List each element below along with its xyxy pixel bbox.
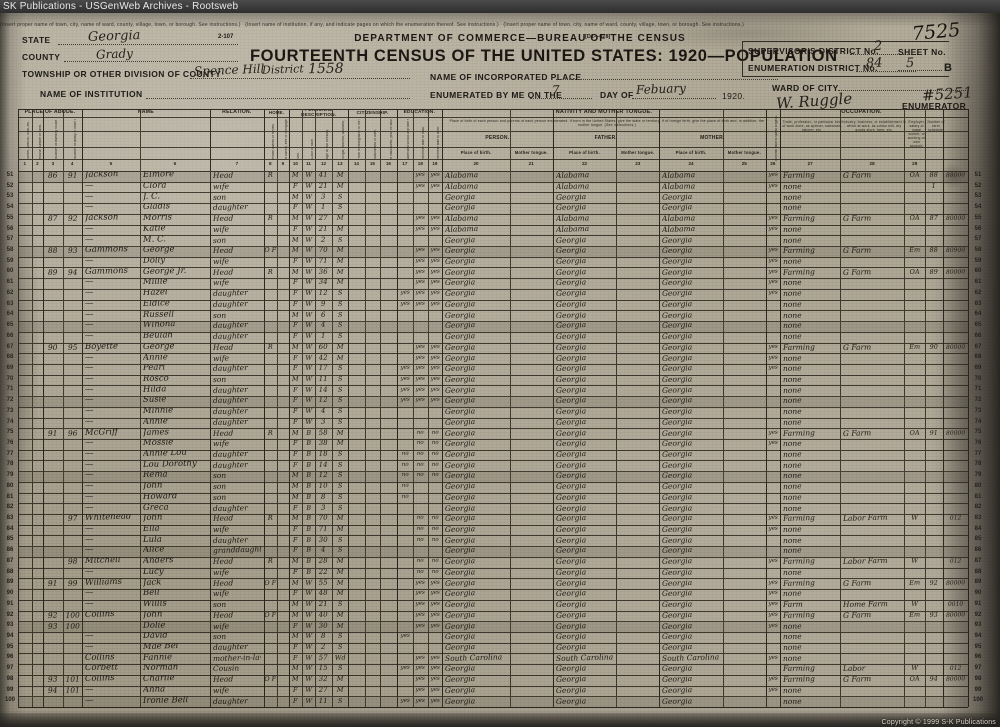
line-number: 94 (974, 632, 982, 639)
line-number: 64 (974, 311, 982, 318)
line-number: 62 (974, 289, 982, 296)
line-number: 66 (974, 332, 982, 339)
line-number: 57 (974, 236, 982, 243)
line-number: 85 (974, 536, 982, 543)
line-number: 99 (974, 686, 982, 693)
line-number: 52 (974, 182, 982, 189)
line-number-gutter-right: 51 52 53 54 55 56 57 58 59 60 61 62 63 64 65 66 67 68 69 70… (0, 13, 1000, 727)
line-number: 53 (974, 193, 982, 200)
line-number: 92 (974, 611, 982, 618)
line-number: 74 (974, 418, 982, 425)
line-number: 51 (974, 172, 982, 178)
window-title-bar: SK Publications - USGenWeb Archives - Ro… (0, 0, 1000, 13)
line-number: 71 (974, 386, 982, 393)
line-number: 81 (974, 493, 982, 500)
line-number: 79 (974, 472, 982, 479)
line-number: 78 (974, 461, 982, 468)
line-number: 65 (974, 322, 982, 329)
window-title-text: SK Publications - USGenWeb Archives - Ro… (3, 1, 239, 12)
line-number: 82 (974, 504, 982, 511)
line-number: 68 (974, 354, 982, 361)
line-number: 100 (972, 697, 983, 704)
line-number: 80 (974, 482, 982, 489)
line-number: 90 (974, 590, 982, 597)
line-number: 72 (974, 397, 982, 404)
line-number: 77 (974, 450, 982, 457)
line-number: 86 (974, 547, 982, 554)
line-number: 75 (974, 429, 982, 436)
line-number: 96 (974, 654, 982, 661)
line-number: 61 (974, 279, 982, 286)
line-number: 63 (974, 300, 982, 307)
bottom-dark-band (0, 713, 1000, 727)
line-number: 91 (974, 600, 982, 607)
line-number: 54 (974, 204, 982, 211)
line-number: 93 (974, 622, 982, 629)
line-number: 88 (974, 568, 982, 575)
line-number: 76 (974, 440, 982, 446)
line-number: 55 (974, 214, 982, 221)
line-number: 84 (974, 525, 982, 532)
line-number: 87 (974, 557, 982, 564)
census-page-scan: STATE Georgia COUNTY Grady TOWNSHIP OR O… (0, 13, 1000, 727)
copyright-notice: Copyright © 1999 S-K Publications (881, 719, 996, 726)
line-number: 70 (974, 375, 982, 382)
line-number: 95 (974, 643, 982, 650)
line-number: 98 (974, 675, 982, 682)
line-number: 69 (974, 364, 982, 371)
line-number: 97 (974, 665, 982, 672)
line-number: 73 (974, 407, 982, 414)
line-number: 83 (974, 515, 982, 522)
line-number: 58 (974, 247, 982, 254)
line-number: 60 (974, 268, 982, 275)
line-number: 89 (974, 579, 982, 586)
line-number: 59 (974, 257, 982, 264)
line-number: 56 (974, 225, 982, 232)
line-number: 67 (974, 343, 982, 350)
